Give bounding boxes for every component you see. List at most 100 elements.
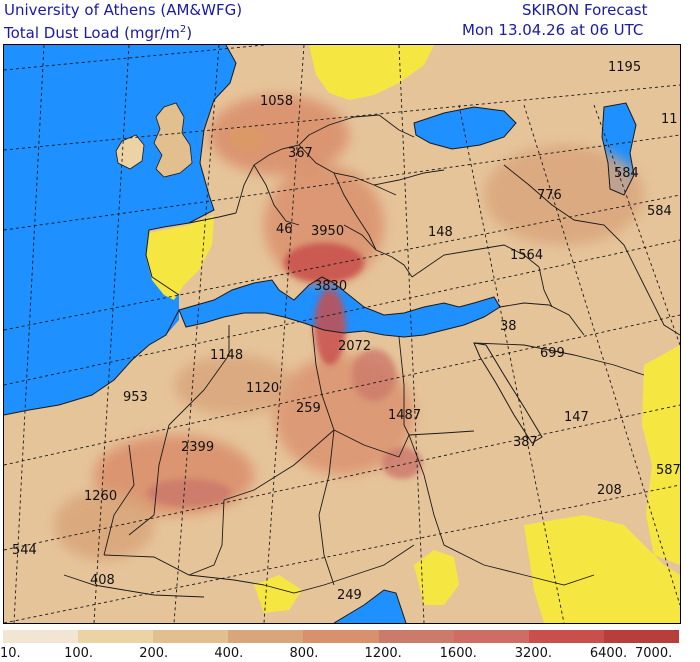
coast-europe-atlantic: [145, 45, 237, 296]
value-label: 208: [597, 483, 622, 498]
border-algeria-libya: [311, 324, 335, 431]
value-label: 11: [661, 112, 678, 127]
coast-black-sea: [413, 106, 517, 150]
meridian-1: [13, 45, 45, 623]
parallel-7: [4, 404, 680, 551]
meridian-2: [93, 45, 130, 623]
meridian-4: [263, 45, 305, 623]
gulf-region-low-dust: [524, 515, 680, 623]
parallel-8: [4, 484, 680, 623]
dust-peak-3830: [314, 289, 346, 365]
scale-value-label: 1200.: [364, 646, 402, 661]
scale-value-label: 100.: [64, 646, 94, 661]
border-balkans: [343, 224, 413, 278]
border-europe-2: [253, 164, 300, 226]
border-egypt-sudan: [408, 430, 475, 436]
value-label: 259: [296, 401, 321, 416]
value-label: 776: [537, 188, 562, 203]
border-europe-4: [308, 114, 415, 138]
scale-value-label: 3200.: [514, 646, 552, 661]
border-middle-east-2: [538, 266, 553, 308]
quantity-close: ): [186, 24, 193, 42]
border-egypt-libya: [398, 336, 410, 436]
great-britain: [153, 102, 193, 178]
scale-swatch: [303, 630, 380, 643]
value-label: 387: [513, 435, 538, 450]
scale-value-label: 1600.: [439, 646, 477, 661]
dust-peak-2072: [352, 349, 396, 401]
scale-swatch: [603, 630, 680, 643]
model-org-title: University of Athens (AM&WFG): [4, 1, 243, 19]
scale-value-label: 6400.: [589, 646, 628, 661]
black-sea: [414, 107, 516, 149]
meridian-5: [398, 45, 425, 623]
dust-blob-east: [484, 145, 644, 245]
meridian-8: [593, 104, 680, 346]
dust-blob-north-europe: [209, 95, 349, 175]
border-caucasus: [503, 164, 575, 221]
dust-peak-2399: [147, 479, 231, 507]
forecast-title: SKIRON Forecast: [522, 1, 648, 19]
dust-blob-morocco: [174, 355, 294, 415]
value-label: 584: [614, 166, 639, 181]
value-label: 1148: [210, 348, 243, 363]
quantity-text: Total Dust Load (mgr/m: [4, 24, 180, 42]
value-label: 587: [656, 463, 680, 478]
border-middle-east-3: [473, 342, 645, 376]
coast-guinea: [333, 589, 407, 623]
border-algeria-niger: [223, 429, 335, 501]
parallel-6: [4, 314, 680, 466]
value-label: 249: [337, 588, 362, 603]
graticule: [4, 45, 680, 623]
scale-value-label: 7000.: [635, 646, 673, 661]
value-label: 148: [428, 225, 453, 240]
border-mauritania: [103, 444, 135, 556]
valid-time: Mon 13.04.26 at 06 UTC: [462, 21, 644, 39]
meridian-6: [458, 104, 565, 623]
border-europe-3: [298, 144, 397, 196]
dust-peak-3950: [284, 243, 364, 283]
dust-map: 1195 11 1058 367 776 584 584 46 3950 148…: [3, 44, 681, 624]
dust-value-labels: 1195 11 1058 367 776 584 584 46 3950 148…: [12, 60, 680, 603]
color-scale-bar: [3, 630, 680, 643]
value-label: 1487: [388, 408, 421, 423]
scale-value-label: 400.: [214, 646, 244, 661]
coastlines: [4, 45, 637, 623]
meridian-3: [173, 45, 220, 623]
border-europe-5: [333, 172, 377, 251]
arabian-low-dust: [642, 345, 680, 565]
border-sahel-1: [103, 554, 265, 586]
quantity-title: Total Dust Load (mgr/m2): [4, 21, 192, 42]
border-east-africa: [483, 564, 595, 586]
scale-value-label: 800.: [289, 646, 319, 661]
value-label: 2399: [181, 440, 214, 455]
border-algeria-morocco: [168, 325, 230, 426]
border-middle-east-1: [499, 302, 585, 336]
value-label: 584: [647, 204, 672, 219]
value-label: 367: [288, 146, 313, 161]
border-libya-chad: [333, 429, 410, 458]
border-iran: [573, 219, 680, 336]
quantity-exponent: 2: [179, 24, 187, 35]
value-label: 1120: [246, 381, 279, 396]
value-label: 1260: [84, 489, 117, 504]
value-label: 1058: [260, 94, 293, 109]
value-label: 1564: [510, 248, 543, 263]
parallel-4: [4, 194, 680, 331]
scale-swatch: [228, 630, 304, 643]
value-label: 544: [12, 543, 37, 558]
value-label: 2072: [338, 339, 371, 354]
value-label: 953: [123, 390, 148, 405]
value-label: 38: [500, 319, 517, 334]
value-label: 408: [90, 573, 115, 588]
border-mali-1: [128, 424, 170, 536]
scale-value-label: 10.: [0, 646, 21, 661]
parallel-5: [4, 239, 680, 386]
border-sudan: [408, 434, 485, 566]
value-label: 1195: [608, 60, 641, 75]
scale-swatch: [528, 630, 605, 643]
iberia-low-dust: [146, 215, 214, 300]
scale-value-label: 200.: [139, 646, 169, 661]
scale-swatch: [78, 630, 154, 643]
value-label: 699: [540, 346, 565, 361]
